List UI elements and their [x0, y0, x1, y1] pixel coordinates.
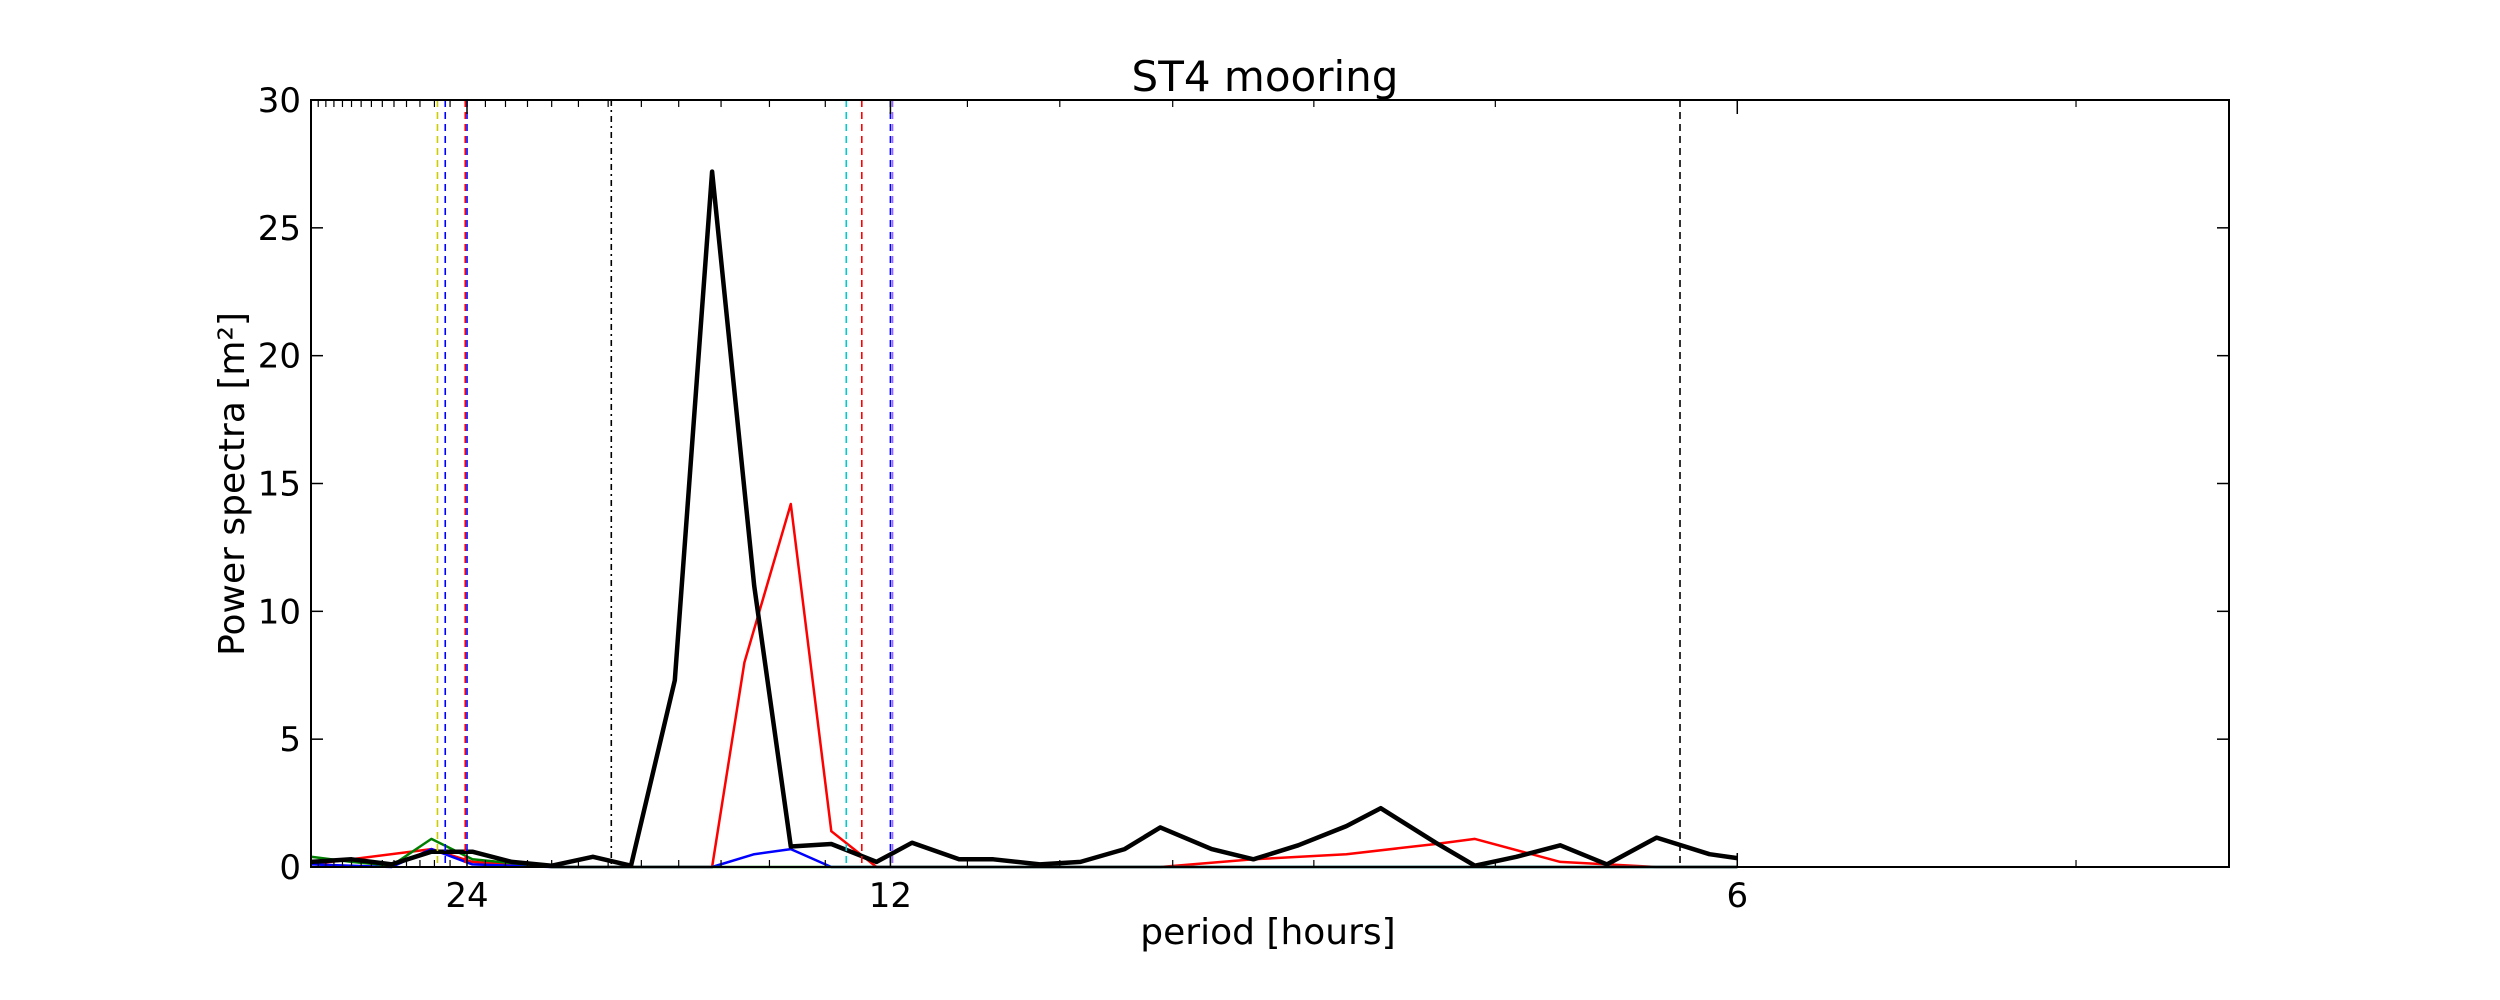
y-tick-label-3: 15 — [258, 465, 301, 505]
x-tick-label-0: 24 — [445, 876, 488, 916]
y-tick-label-6: 30 — [258, 81, 301, 121]
y-tick-label-4: 20 — [258, 337, 301, 377]
x-tick-label-1: 12 — [869, 876, 912, 916]
vertical-lines-layer — [436, 100, 1681, 867]
chart-title: ST4 mooring — [1132, 52, 1399, 101]
y-axis-label: Power spectra [m²] — [212, 312, 253, 656]
y-tick-label-2: 10 — [258, 592, 301, 632]
series-layer — [310, 169, 1738, 869]
x-axis-label: period [hours] — [1140, 912, 1395, 953]
y-tick-label-0: 0 — [279, 848, 301, 888]
x-tick-label-2: 6 — [1726, 876, 1748, 916]
series-line-1 — [310, 502, 1738, 869]
y-tick-label-1: 5 — [279, 720, 301, 760]
plot-frame — [310, 99, 2230, 868]
series-line-0 — [310, 169, 1738, 868]
y-tick-label-5: 25 — [258, 209, 301, 249]
tick-layer: 0 5 10 15 20 25 30 24 12 6 — [258, 81, 2229, 916]
